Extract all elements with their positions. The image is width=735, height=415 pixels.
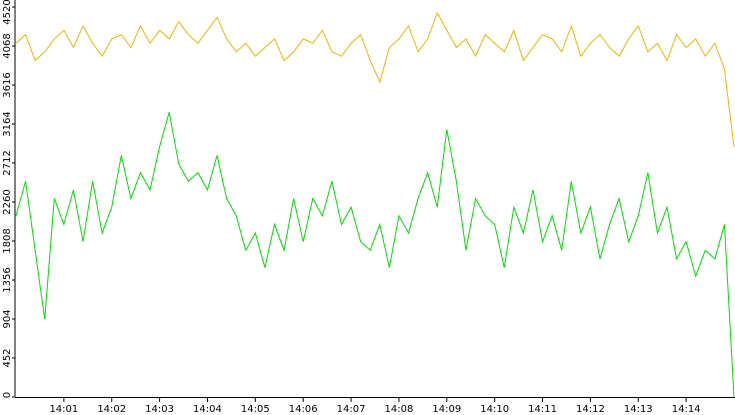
x-tick-label: 14:13 [624,404,653,415]
y-tick-label: 0 [2,392,13,398]
x-tick-label: 14:12 [576,404,605,415]
x-tick-label: 14:06 [289,404,318,415]
x-tick-label: 14:02 [97,404,126,415]
x-tick-label: 14:09 [432,404,461,415]
y-tick-label: 4520 [2,0,13,25]
y-tick-label: 1356 [2,267,13,292]
y-tick-label: 904 [2,309,13,328]
y-tick-label: 3164 [2,111,13,136]
x-tick-label: 14:11 [528,404,557,415]
data-line [15,112,735,398]
y-tick-label: 2260 [2,189,13,214]
y-tick-label: 1808 [2,228,13,253]
x-tick-label: 14:04 [193,404,222,415]
x-tick-label: 14:08 [385,404,414,415]
y-tick-label: 4068 [2,33,13,58]
x-tick-label: 14:05 [241,404,270,415]
y-tick-label: 2712 [2,150,13,175]
y-tick-label: 452 [2,348,13,367]
data-line [15,11,735,147]
x-tick-label: 14:07 [337,404,366,415]
x-tick-label: 14:03 [145,404,174,415]
y-tick-label: 3616 [2,72,13,97]
x-tick-label: 14:14 [672,404,701,415]
x-tick-label: 14:10 [480,404,509,415]
x-tick-label: 14:01 [49,404,78,415]
